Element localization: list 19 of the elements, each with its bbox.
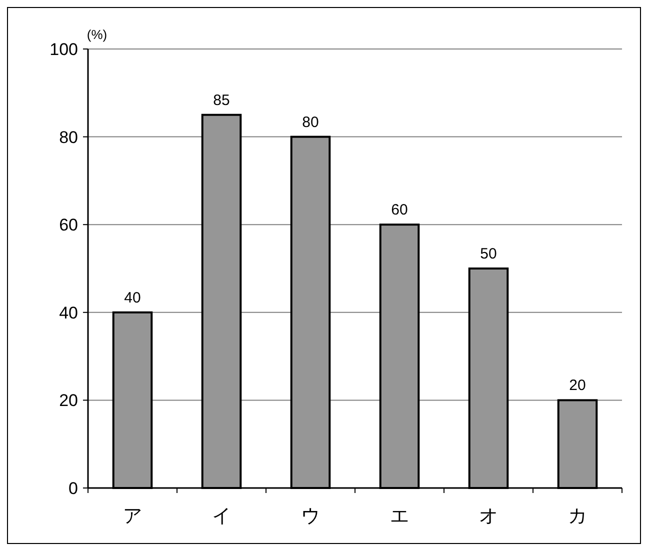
y-tick-label: 100	[50, 40, 78, 59]
y-tick-label: 20	[59, 391, 78, 410]
y-tick-label: 80	[59, 128, 78, 147]
x-tick-label: エ	[390, 506, 409, 527]
x-tick-label: カ	[568, 506, 587, 527]
y-tick-label: 60	[59, 216, 78, 235]
data-label: 20	[569, 377, 586, 394]
data-label: 80	[302, 114, 319, 131]
x-tick-label: イ	[212, 506, 231, 527]
data-label: 40	[124, 289, 141, 306]
data-label: 50	[480, 246, 497, 262]
data-label: 60	[391, 202, 408, 219]
x-tick-label: オ	[479, 506, 498, 527]
data-label: 85	[213, 92, 230, 109]
y-tick-label: 0	[68, 479, 78, 498]
y-axis-title: (%)	[86, 27, 108, 42]
x-tick-label: ア	[123, 506, 142, 527]
x-tick-label: ウ	[301, 506, 320, 527]
y-tick-label: 40	[59, 303, 78, 322]
